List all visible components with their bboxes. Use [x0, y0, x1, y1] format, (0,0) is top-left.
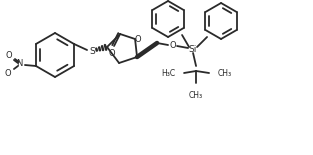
Text: Si: Si	[189, 44, 197, 53]
Text: H₃C: H₃C	[161, 69, 175, 78]
Text: O: O	[170, 40, 176, 49]
Text: O: O	[135, 35, 141, 44]
Text: CH₃: CH₃	[189, 91, 203, 100]
Text: O: O	[109, 49, 115, 58]
Text: O: O	[5, 69, 11, 78]
Text: N: N	[16, 60, 22, 69]
Text: S: S	[89, 47, 95, 57]
Text: CH₃: CH₃	[218, 69, 232, 78]
Text: O: O	[6, 51, 12, 60]
